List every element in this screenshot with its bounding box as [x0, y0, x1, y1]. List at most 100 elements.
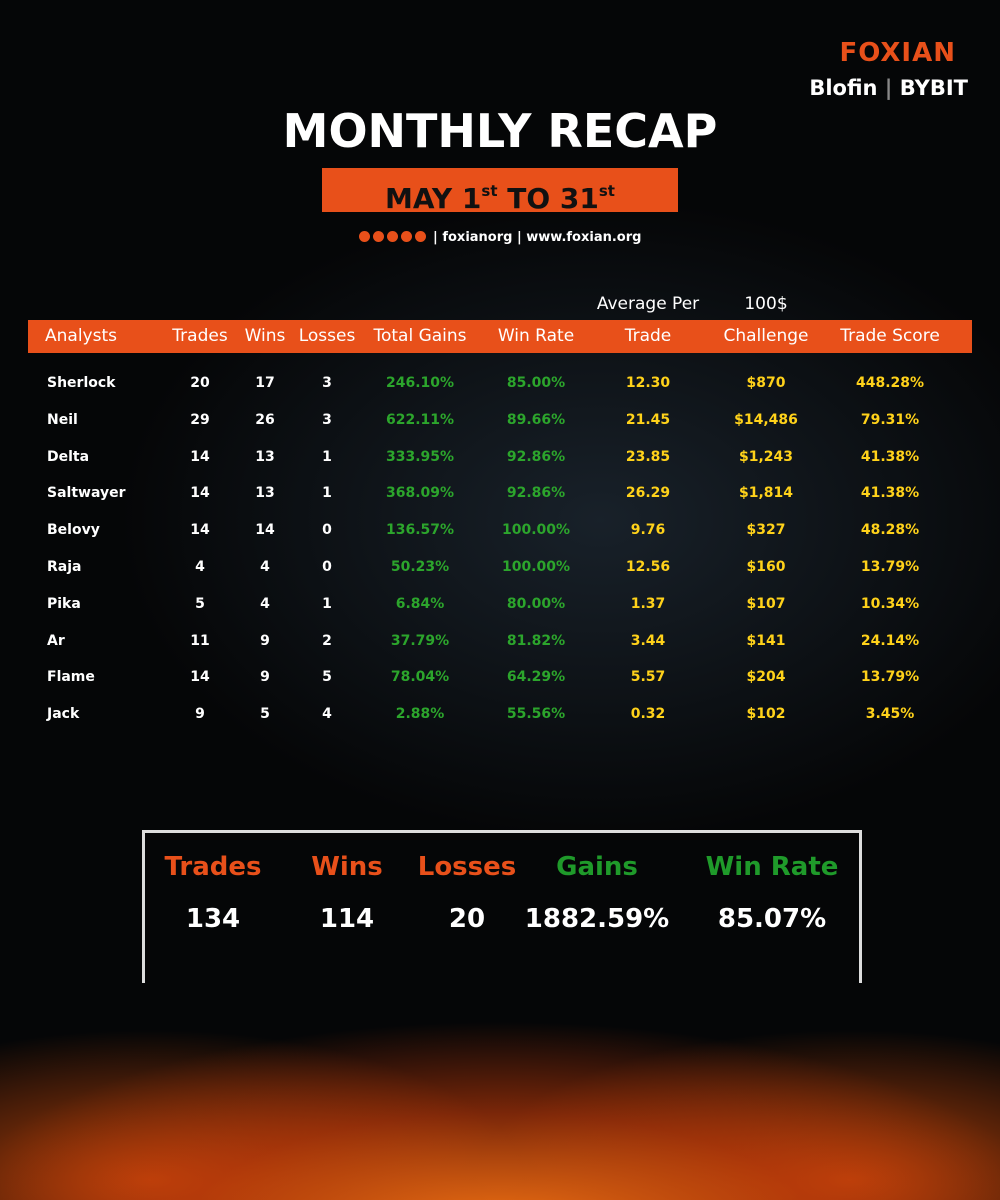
cell: 5 [260, 706, 270, 723]
cell: 55.56% [506, 706, 566, 723]
cell: $102 [746, 706, 786, 723]
cell: 9 [260, 669, 270, 686]
analyst-name: Saltwayer [47, 485, 126, 502]
cell: 448.28% [855, 375, 925, 391]
cell: 0 [322, 559, 332, 575]
cell: 29 [190, 411, 210, 428]
summary-label: Trades [164, 852, 262, 882]
cell: 14 [190, 522, 210, 539]
title: MONTHLY RECAP [282, 104, 718, 158]
summary-label: Gains [556, 852, 638, 882]
cell: 1 [322, 448, 332, 465]
cell: $107 [746, 595, 786, 612]
month: MAY [385, 182, 453, 215]
cell: $327 [746, 522, 786, 539]
cell: 3.44 [630, 632, 666, 649]
cell: 136.57% [385, 522, 455, 539]
column-header: Trade Score [840, 326, 940, 346]
cell: 1.37 [630, 595, 666, 612]
analyst-name: Pika [47, 595, 81, 612]
summary-value: 20 [448, 904, 486, 934]
summary-label: Losses [417, 852, 517, 882]
cell: 17 [255, 375, 275, 391]
cell: $14,486 [734, 411, 798, 428]
cell: $204 [746, 669, 786, 686]
column-header: Challenge [723, 326, 809, 346]
summary-label: Wins [311, 852, 383, 882]
cell: 64.29% [506, 669, 566, 686]
cell: 4 [260, 559, 270, 575]
column-header: Analysts [45, 326, 117, 346]
cell: 21.45 [625, 411, 671, 428]
icon[interactable] [372, 231, 384, 242]
cell: 5 [195, 595, 205, 612]
analyst-name: Ar [47, 632, 65, 649]
cell: 3 [322, 375, 332, 391]
cell: 1 [322, 595, 332, 612]
column-header: Trades [172, 326, 228, 346]
analyst-name: Belovy [47, 522, 100, 539]
cell: 92.86% [506, 448, 566, 465]
cell: 14 [190, 448, 210, 465]
summary-value: 1882.59% [524, 904, 670, 934]
cell: 79.31% [860, 411, 920, 428]
summary-value: 134 [185, 904, 241, 934]
end: 31 [559, 182, 599, 215]
cell: 41.38% [860, 448, 920, 465]
cell: 78.04% [390, 669, 450, 686]
cell: 100.00% [501, 522, 571, 539]
cell: 0 [322, 522, 332, 539]
cell: 4 [260, 595, 270, 612]
suffix: st [598, 182, 615, 200]
cell: 13.79% [860, 669, 920, 686]
cell: 13.79% [860, 559, 920, 575]
cell: 100.00% [501, 559, 571, 575]
partners: Blofin | BYBIT [809, 76, 968, 100]
analyst-name: Jack [47, 706, 80, 723]
header-bar [28, 320, 972, 353]
cell: 85.00% [506, 375, 566, 391]
cell: 81.82% [506, 632, 566, 649]
cell: 92.86% [506, 485, 566, 502]
cell: 3.45% [865, 706, 915, 723]
column-header: Wins [244, 326, 286, 346]
cell: 2 [322, 632, 332, 649]
icon[interactable] [358, 231, 370, 242]
analyst-name: Raja [47, 559, 82, 575]
group-header: 100$ [744, 294, 788, 314]
brand: FOXIAN [839, 38, 956, 68]
handle: foxianorg [442, 230, 513, 245]
cell: 41.38% [860, 485, 920, 502]
cell: $160 [746, 559, 786, 575]
cell: $141 [746, 632, 786, 649]
analyst-name: Neil [47, 411, 78, 428]
cell: 4 [195, 559, 205, 575]
cell: 11 [190, 632, 210, 649]
cell: 9 [260, 632, 270, 649]
cell: 14 [190, 669, 210, 686]
icon[interactable] [386, 231, 398, 242]
cell: 12.56 [625, 559, 671, 575]
cell: 622.11% [385, 411, 455, 428]
icon[interactable] [414, 231, 426, 242]
summary-value: 85.07% [717, 904, 827, 934]
cell: 3 [322, 411, 332, 428]
cell: 14 [255, 522, 275, 539]
icon[interactable] [400, 231, 412, 242]
cell: 24.14% [860, 632, 920, 649]
cell: 12.30 [625, 375, 671, 391]
cell: 1 [322, 485, 332, 502]
cell: $870 [746, 375, 786, 391]
cell: 10.34% [860, 595, 920, 612]
cell: 9.76 [630, 522, 666, 539]
cell: 23.85 [625, 448, 671, 465]
summary-label: Win Rate [705, 852, 839, 882]
group-header: Average Per [596, 294, 700, 314]
cell: 14 [190, 485, 210, 502]
website: www.foxian.org [526, 230, 642, 245]
column-header: Losses [298, 326, 356, 346]
cell: 37.79% [390, 632, 450, 649]
cell: 0.32 [630, 706, 666, 723]
analyst-name: Delta [47, 448, 90, 465]
